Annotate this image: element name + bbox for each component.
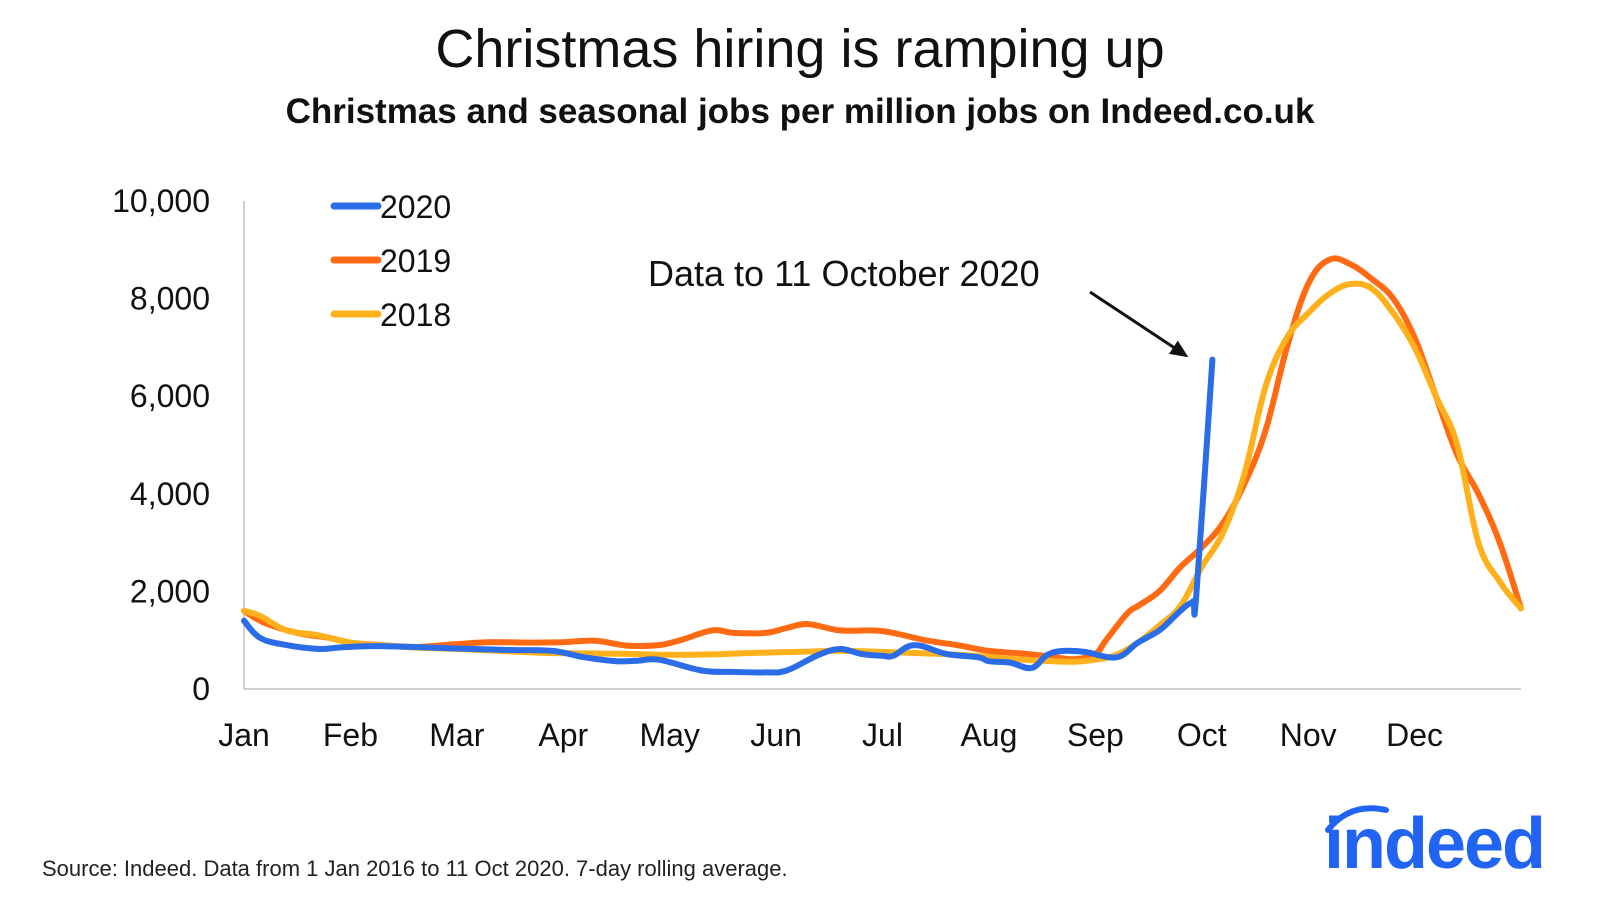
x-tick-label: Jan	[218, 717, 270, 753]
y-tick-label: 0	[192, 671, 210, 707]
series-layer	[241, 255, 1524, 676]
legend-label-2019: 2019	[380, 243, 451, 279]
source-note: Source: Indeed. Data from 1 Jan 2016 to …	[42, 856, 788, 881]
y-tick-label: 2,000	[130, 573, 210, 609]
annotation-text: Data to 11 October 2020	[648, 253, 1040, 294]
y-tick-label: 6,000	[130, 378, 210, 414]
annotation: Data to 11 October 2020	[648, 253, 1189, 358]
y-tick-label: 10,000	[112, 183, 210, 219]
x-tick-label: Aug	[960, 717, 1017, 753]
x-tick-label: Feb	[323, 717, 378, 753]
logo-wordmark: indeed	[1324, 804, 1544, 880]
legend: 2020 2019 2018	[330, 189, 451, 333]
x-tick-label: Sep	[1067, 717, 1124, 753]
x-axis: Jan Feb Mar Apr May Jun Jul Aug Sep Oct Nov Dec	[218, 688, 1521, 753]
legend-label-2018: 2018	[380, 297, 451, 333]
x-tick-label: Mar	[429, 717, 484, 753]
x-tick-label: Jun	[750, 717, 802, 753]
logo-arc-icon	[1325, 805, 1389, 833]
x-tick-label: Jul	[862, 717, 903, 753]
chart-subtitle: Christmas and seasonal jobs per million …	[285, 92, 1315, 131]
annotation-arrow-line	[1089, 290, 1184, 355]
series-line-2019	[241, 255, 1524, 663]
y-tick-label: 4,000	[130, 476, 210, 512]
y-tick-label: 8,000	[130, 281, 210, 317]
x-tick-label: Oct	[1177, 717, 1227, 753]
x-tick-label: May	[639, 717, 699, 753]
x-tick-label: Dec	[1386, 717, 1443, 753]
indeed-logo: indeed	[1324, 804, 1546, 880]
legend-label-2020: 2020	[380, 189, 451, 225]
x-tick-label: Nov	[1280, 717, 1337, 753]
y-axis: 0 2,000 4,000 6,000 8,000 10,000	[112, 183, 245, 707]
x-tick-label: Apr	[538, 717, 588, 753]
series-line-2020	[241, 356, 1216, 676]
series-line-2018	[241, 280, 1524, 665]
chart-title: Christmas hiring is ramping up	[435, 19, 1165, 79]
annotation-arrowhead-icon	[1169, 340, 1189, 358]
